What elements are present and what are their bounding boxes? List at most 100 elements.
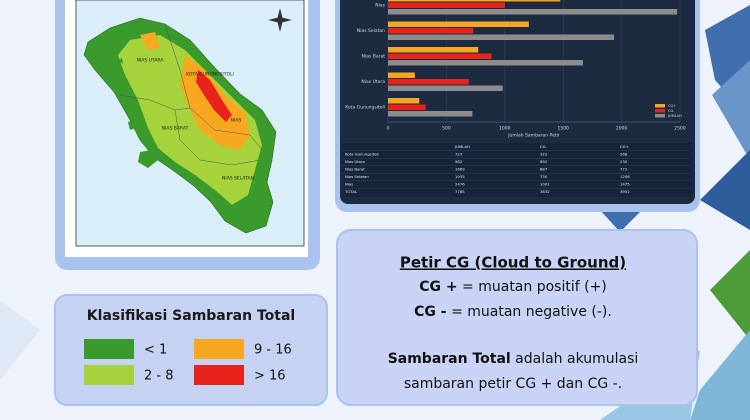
legend-label: 9 - 16	[254, 343, 292, 358]
map-label: NIAS SELATAN	[222, 176, 254, 182]
triangle	[690, 330, 750, 420]
bar	[388, 21, 529, 27]
legend-label: CG-	[668, 109, 675, 113]
legend-label: CG+	[668, 104, 676, 108]
bar	[388, 9, 678, 15]
bar	[388, 98, 420, 104]
bar	[388, 0, 561, 2]
table-cell: 322	[540, 152, 548, 157]
table-cell: 1669	[455, 167, 465, 172]
table-cell: Kota Gunungsitoli	[345, 152, 379, 157]
legend-swatch	[194, 365, 244, 385]
table-cell: 723	[455, 152, 463, 157]
legend-title: Klasifikasi Sambaran Total	[87, 308, 295, 324]
table-cell: Nias Utara	[345, 159, 365, 164]
zone-over-16	[196, 70, 232, 122]
table-cell: Nias	[345, 182, 353, 187]
legend-label: JUMLAH	[667, 114, 682, 118]
bar	[388, 53, 492, 59]
table-cell: 268	[620, 152, 628, 157]
x-tick-label: 2000	[616, 126, 628, 132]
info-panel	[336, 229, 698, 406]
map: KOTA GUNUNGSITOLI NIAS BARAT NIAS NIAS SELA…	[83, 8, 292, 234]
triangle	[712, 60, 750, 160]
table-cell: 730	[540, 174, 548, 179]
map-label: KOTA GUNUNGSITOLI	[186, 72, 234, 78]
table-cell: 692	[540, 159, 548, 164]
bar	[388, 28, 474, 34]
legend: < 1 9 - 16 2 - 8 > 16	[84, 339, 292, 385]
table-header: JUMLAH	[454, 144, 470, 149]
table-bg	[342, 143, 692, 197]
compass-needle	[268, 17, 292, 23]
zone-2-8	[118, 35, 262, 205]
term: CG +	[419, 279, 457, 295]
table-cell: 3951	[620, 189, 630, 194]
definition: = muatan negative (-).	[451, 304, 612, 320]
legend-label: < 1	[144, 343, 167, 358]
legend-swatch	[84, 365, 134, 385]
bar	[388, 85, 503, 91]
y-tick-label: Nias Utara	[361, 79, 385, 85]
table-cell: 1206	[620, 174, 630, 179]
y-tick-label: Kota Gunungsitoli	[345, 105, 385, 111]
term: CG -	[414, 304, 447, 320]
table-cell: 772	[620, 167, 628, 172]
table-cell: Nias Selatan	[345, 174, 369, 179]
islet	[138, 150, 158, 168]
boundary	[174, 109, 261, 166]
bar	[388, 34, 615, 40]
bar	[388, 60, 583, 66]
x-tick-label: 2500	[674, 126, 686, 132]
bar	[388, 72, 415, 78]
map-label: NIAS UTARA	[137, 58, 165, 64]
y-tick-label: Nias	[375, 3, 385, 9]
x-tick-label: 500	[442, 126, 451, 132]
info-note: Sambaran Total adalah akumulasi	[388, 351, 639, 367]
info-line: CG + = muatan positif (+)	[419, 279, 607, 295]
bar	[388, 79, 469, 85]
boundary	[164, 24, 191, 109]
legend-swatch	[194, 339, 244, 359]
info-title: Petir CG (Cloud to Ground)	[400, 254, 626, 272]
y-tick-label: Nias Barat	[362, 54, 386, 60]
table-cell: Nias Barat	[345, 167, 365, 172]
definition: adalah akumulasi	[515, 351, 638, 367]
definition: = muatan positif (+)	[462, 279, 607, 295]
bar	[388, 2, 505, 8]
table-header: CG-	[540, 144, 548, 149]
table-cell: 3632	[540, 189, 550, 194]
table-cell: 1475	[620, 182, 630, 187]
map-label: NIAS	[231, 118, 242, 124]
info-note: sambaran petir CG + dan CG -.	[404, 376, 622, 392]
zone-9-16	[140, 32, 160, 50]
bar	[388, 104, 426, 110]
legend-label: > 16	[254, 369, 286, 384]
table-cell: 1001	[540, 182, 550, 187]
bar	[388, 47, 479, 53]
x-axis-label: Jumlah Sambaran Petir	[507, 133, 560, 139]
bar	[388, 111, 473, 117]
islet	[128, 120, 136, 130]
table-cell: 982	[455, 159, 463, 164]
islet	[118, 58, 123, 64]
x-tick-label: 1000	[499, 126, 511, 132]
legend-swatch	[655, 104, 665, 108]
map-label: NIAS BARAT	[162, 126, 189, 132]
x-tick-label: 1500	[557, 126, 569, 132]
triangle	[600, 210, 640, 232]
legend-label: 2 - 8	[144, 369, 174, 384]
x-tick-label: 0	[387, 126, 390, 132]
legend-swatch	[84, 339, 134, 359]
table-cell: 230	[620, 159, 628, 164]
table-cell: TOTAL	[344, 189, 358, 194]
compass	[268, 8, 292, 32]
table-cell: 2476	[455, 182, 465, 187]
term: Sambaran Total	[388, 351, 511, 367]
triangle	[700, 150, 750, 230]
y-tick-label: Nias Selatan	[357, 28, 385, 34]
info-line: CG - = muatan negative (-).	[414, 304, 612, 320]
legend-swatch	[655, 114, 665, 118]
